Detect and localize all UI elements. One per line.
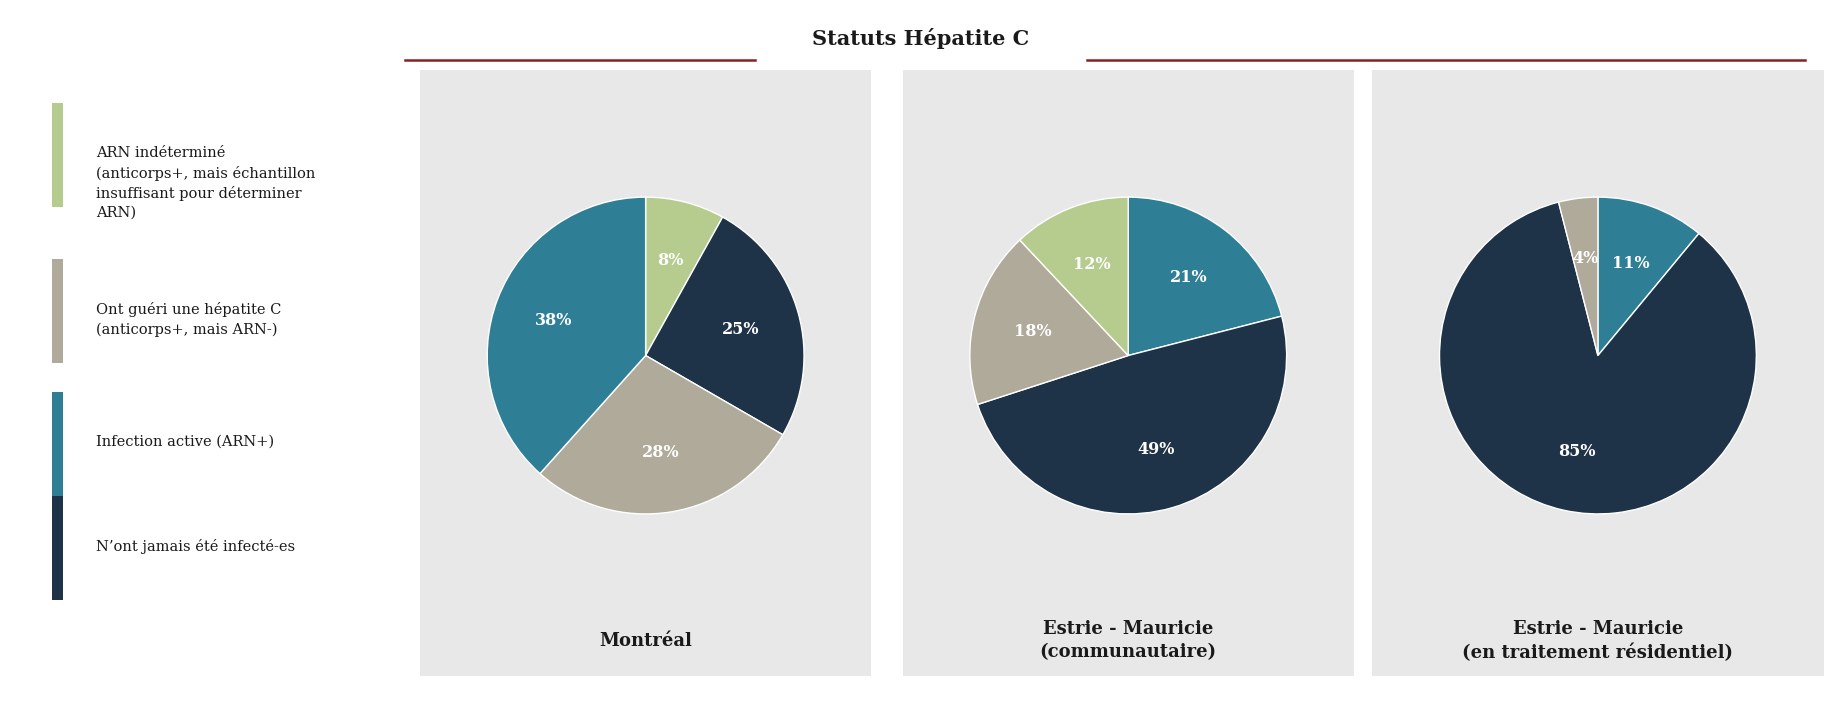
Text: N’ont jamais été infecté-es: N’ont jamais été infecté-es	[96, 539, 295, 554]
Text: Statuts Hépatite C: Statuts Hépatite C	[812, 28, 1030, 49]
Text: 38%: 38%	[536, 312, 573, 329]
Text: 49%: 49%	[1137, 441, 1175, 458]
Text: 25%: 25%	[722, 321, 759, 338]
Text: Estrie - Mauricie
(communautaire): Estrie - Mauricie (communautaire)	[1039, 620, 1218, 662]
Wedge shape	[1440, 202, 1755, 514]
Wedge shape	[978, 316, 1286, 514]
Text: 8%: 8%	[658, 252, 683, 269]
Wedge shape	[645, 197, 722, 356]
Bar	[52, 391, 63, 496]
Bar	[52, 103, 63, 207]
Wedge shape	[488, 197, 647, 474]
Text: 21%: 21%	[1170, 270, 1207, 287]
Text: ARN indéterminé
(anticorps+, mais échantillon
insuffisant pour déterminer
ARN): ARN indéterminé (anticorps+, mais échant…	[96, 146, 315, 220]
Text: 4%: 4%	[1573, 250, 1599, 267]
Wedge shape	[645, 217, 803, 435]
Text: Ont guéri une hépatite C
(anticorps+, mais ARN-): Ont guéri une hépatite C (anticorps+, ma…	[96, 302, 282, 337]
Text: Montréal: Montréal	[599, 631, 693, 650]
Text: 85%: 85%	[1558, 443, 1595, 460]
Text: 28%: 28%	[643, 444, 680, 461]
Wedge shape	[540, 356, 783, 514]
Text: Infection active (ARN+): Infection active (ARN+)	[96, 435, 274, 449]
Wedge shape	[1597, 197, 1698, 356]
Text: 11%: 11%	[1612, 255, 1650, 272]
Bar	[52, 496, 63, 600]
Wedge shape	[1558, 197, 1599, 356]
Text: 18%: 18%	[1015, 322, 1052, 339]
Text: Estrie - Mauricie
(en traitement résidentiel): Estrie - Mauricie (en traitement résiden…	[1463, 620, 1733, 662]
Text: 12%: 12%	[1074, 256, 1111, 272]
Bar	[52, 259, 63, 363]
Wedge shape	[971, 240, 1127, 405]
Wedge shape	[1127, 197, 1282, 356]
Wedge shape	[1020, 197, 1129, 356]
